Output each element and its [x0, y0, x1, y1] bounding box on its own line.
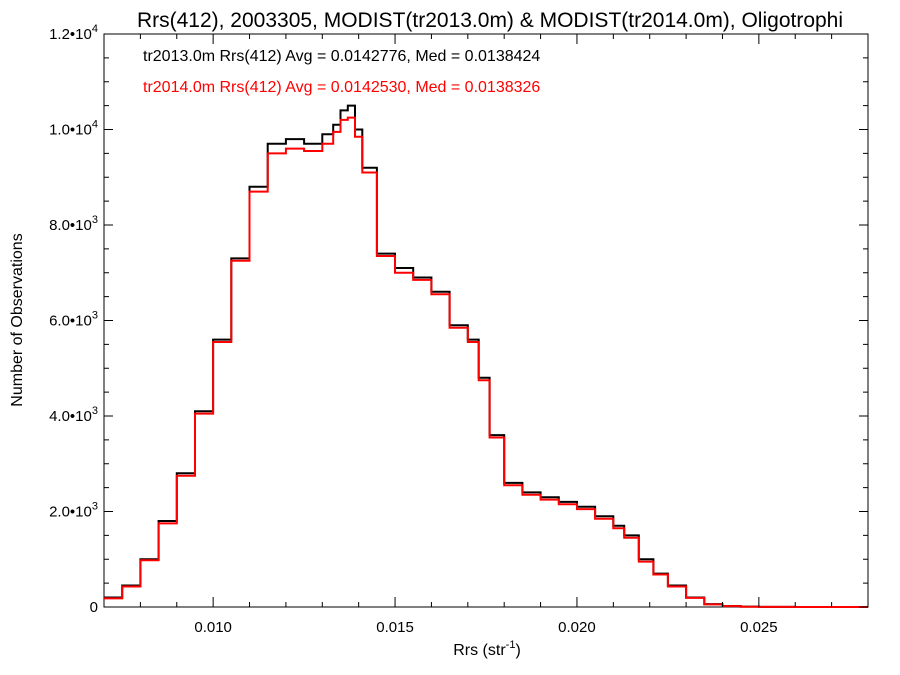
x-axis-label-sup: -1 — [506, 639, 516, 651]
y-tick-exponent-6: 4 — [92, 23, 98, 35]
chart-title: Rrs(412), 2003305, MODIST(tr2013.0m) & M… — [137, 9, 843, 32]
legend-entry-tr2014: tr2014.0m Rrs(412) Avg = 0.0142530, Med … — [143, 79, 540, 96]
x-axis-label-end: ) — [515, 642, 520, 659]
x-tick-label-2: 0.020 — [558, 619, 596, 636]
y-tick-label-6: 1.2•104 — [49, 23, 98, 43]
y-tick-mantissa-6: 1.2•10 — [49, 26, 92, 43]
y-tick-exponent-1: 3 — [92, 501, 98, 513]
x-axis-ticks: 0.010 0.015 0.020 0.025 — [103, 34, 869, 636]
y-tick-exponent-3: 3 — [92, 310, 98, 322]
y-tick-label-3: 6.0•103 — [49, 310, 98, 330]
x-axis-label-main: Rrs (str — [453, 642, 506, 659]
y-tick-mantissa-3: 6.0•10 — [49, 313, 92, 330]
y-tick-mantissa-2: 4.0•10 — [49, 408, 92, 425]
legend-entry-tr2013: tr2013.0m Rrs(412) Avg = 0.0142776, Med … — [143, 48, 540, 65]
x-tick-label-1: 0.015 — [376, 619, 414, 636]
y-tick-mantissa-4: 8.0•10 — [49, 217, 92, 234]
y-axis-ticks: 02.0•1034.0•1036.0•1038.0•1031.0•1041.2•… — [49, 23, 868, 616]
y-tick-label-0: 0 — [90, 599, 98, 616]
y-tick-mantissa-5: 1.0•10 — [49, 122, 92, 139]
y-tick-exponent-2: 3 — [92, 405, 98, 417]
y-tick-exponent-4: 3 — [92, 214, 98, 226]
x-tick-label-3: 0.025 — [740, 619, 778, 636]
y-tick-label-1: 2.0•103 — [49, 501, 98, 521]
series-line-0 — [104, 104, 868, 608]
x-tick-label-0: 0.010 — [194, 619, 232, 636]
y-axis-label: Number of Observations — [9, 233, 26, 406]
x-axis-label: Rrs (str-1) — [453, 639, 521, 659]
plot-frame — [103, 33, 869, 608]
y-tick-mantissa-0: 0 — [90, 599, 98, 616]
plot-area — [103, 33, 869, 608]
y-tick-mantissa-1: 2.0•10 — [49, 504, 92, 521]
y-tick-label-4: 8.0•103 — [49, 214, 98, 234]
series-line-1 — [104, 116, 868, 608]
y-tick-label-5: 1.0•104 — [49, 119, 98, 139]
y-tick-label-2: 4.0•103 — [49, 405, 98, 425]
y-tick-exponent-5: 4 — [92, 119, 98, 131]
